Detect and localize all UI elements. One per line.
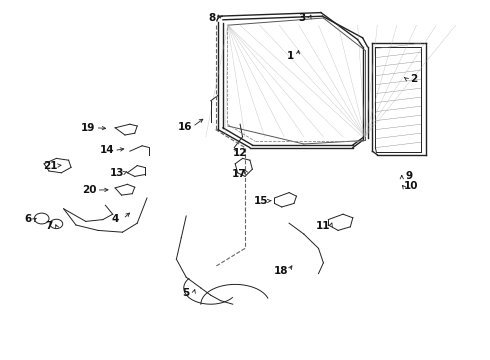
Text: 13: 13 [109, 168, 124, 178]
Text: 4: 4 [112, 214, 120, 224]
Text: 18: 18 [274, 266, 289, 276]
Text: 19: 19 [81, 123, 96, 133]
Text: 7: 7 [45, 221, 53, 231]
Text: 1: 1 [287, 51, 294, 61]
Text: 14: 14 [99, 145, 114, 156]
Text: 11: 11 [316, 221, 331, 231]
Text: 12: 12 [233, 148, 247, 158]
Text: 2: 2 [411, 74, 417, 84]
Text: 21: 21 [43, 161, 57, 171]
Text: 8: 8 [208, 13, 215, 23]
Text: 6: 6 [25, 213, 32, 224]
Text: 17: 17 [232, 168, 246, 179]
Text: 9: 9 [406, 171, 413, 181]
Text: 20: 20 [82, 185, 97, 195]
Text: 5: 5 [183, 288, 190, 298]
Text: 15: 15 [253, 196, 268, 206]
Text: 3: 3 [299, 13, 306, 23]
Text: 10: 10 [403, 181, 418, 192]
Text: 16: 16 [178, 122, 193, 132]
